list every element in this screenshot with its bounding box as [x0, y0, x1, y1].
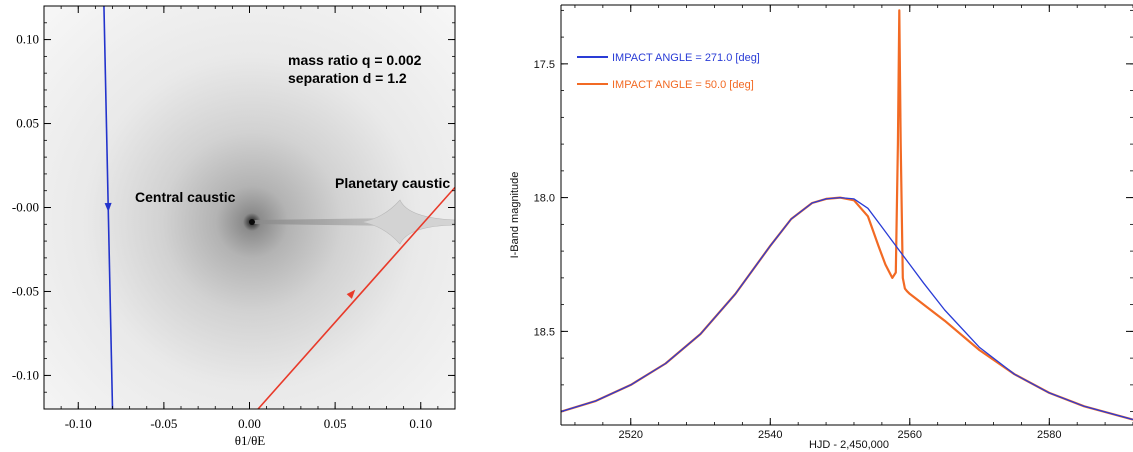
magnification-streak [252, 218, 400, 226]
right-y-tick-label: 18.0 [534, 193, 555, 205]
left-annotation-planetary-caustic: Planetary caustic [335, 175, 450, 191]
trajectory-arrow-0 [104, 202, 112, 212]
left-x-tick-label: -0.10 [65, 416, 92, 431]
left-annotation-separation: separation d = 1.2 [288, 70, 407, 86]
right-panel: 2520 2540 2560 2580 17.5 18.0 18.5 IMPACT ANGL… [509, 4, 1133, 451]
left-y-tick-label: -0.05 [12, 283, 39, 298]
legend: IMPACT ANGLE = 271.0 [deg] IMPACT ANGLE … [577, 52, 760, 91]
trajectory-arrow-1 [346, 289, 356, 299]
right-x-tick-label: 2540 [758, 429, 782, 441]
left-panel: -0.10 -0.05 0.00 0.05 0.10 0.10 0.05 -0.00 -0.05… [12, 5, 456, 448]
right-y-axis-label: I-Band magnitude [509, 172, 521, 259]
right-x-tick-label: 2580 [1037, 429, 1061, 441]
central-caustic-spot [249, 219, 255, 225]
left-y-tick-label: 0.05 [16, 116, 39, 131]
left-x-tick-label: 0.05 [324, 416, 347, 431]
series-line-1 [561, 9, 1133, 421]
left-y-tick-label: 0.10 [16, 32, 39, 47]
left-y-tick-label: -0.10 [12, 367, 39, 382]
right-x-axis-label: HJD - 2,450,000 [809, 439, 889, 451]
legend-label-blue: IMPACT ANGLE = 271.0 [deg] [612, 52, 760, 64]
trajectory-line-1 [257, 186, 455, 409]
right-x-tick-label: 2520 [619, 429, 643, 441]
left-annotation-central-caustic: Central caustic [135, 189, 236, 205]
right-y-tick-label: 17.5 [534, 59, 555, 71]
series-line-0 [561, 196, 1133, 421]
left-x-tick-label: -0.05 [150, 416, 177, 431]
right-y-tick-label: 18.5 [534, 326, 555, 338]
left-x-axis-label: θ1/θE [235, 433, 266, 448]
legend-label-orange: IMPACT ANGLE = 50.0 [deg] [612, 79, 754, 91]
planetary-caustic-shape [361, 199, 455, 245]
left-y-tick-label: -0.00 [12, 200, 39, 215]
right-x-tick-label: 2560 [898, 429, 922, 441]
left-x-tick-label: 0.00 [238, 416, 261, 431]
magnification-map-background [44, 6, 455, 409]
left-x-tick-label: 0.10 [409, 416, 432, 431]
left-annotation-mass-ratio: mass ratio q = 0.002 [288, 52, 422, 68]
